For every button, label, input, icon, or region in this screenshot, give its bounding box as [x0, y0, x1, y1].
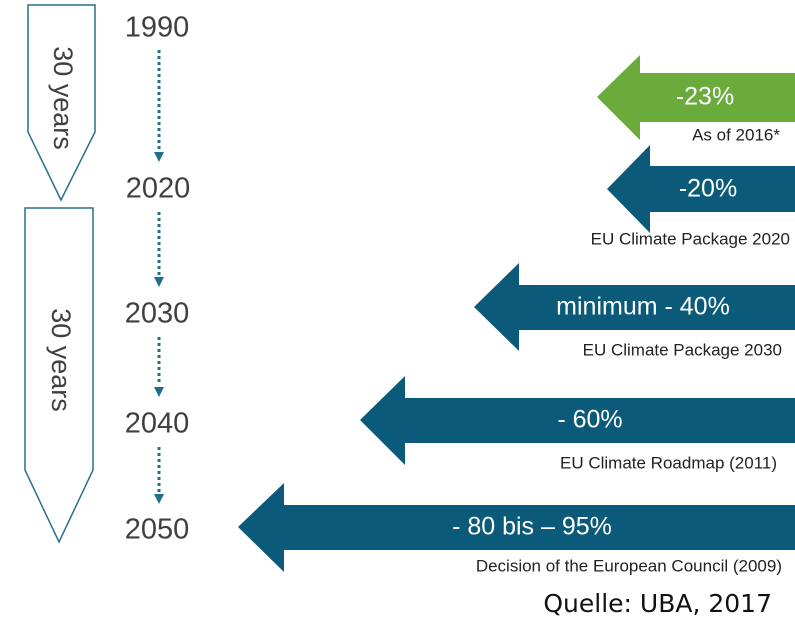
span-shape [27, 4, 96, 202]
target-value: minimum - 40% [556, 293, 730, 321]
year: 2040 [125, 408, 190, 440]
target-value: -23% [676, 83, 734, 111]
target-arrow [607, 145, 795, 233]
target-value: - 60% [557, 406, 622, 434]
target-label: EU Climate Roadmap (2011) [560, 453, 777, 472]
year: 2050 [125, 514, 190, 546]
target-label: EU Climate Package 2020 [591, 229, 790, 248]
target-arrow [360, 376, 795, 465]
target-label: As of 2016* [692, 125, 780, 144]
year: 2020 [126, 173, 191, 205]
year: 1990 [125, 12, 190, 44]
dotted-arrows [154, 50, 164, 504]
target-value: - 80 bis – 95% [452, 513, 612, 541]
span-label: 30 years [46, 308, 76, 412]
target-arrow [238, 483, 795, 572]
target-arrow [474, 263, 795, 351]
span-shape [24, 207, 94, 544]
span-label: 30 years [48, 46, 78, 150]
target-label: EU Climate Package 2030 [583, 340, 782, 359]
year: 2030 [125, 298, 190, 330]
target-arrow [597, 55, 795, 140]
target-value: -20% [679, 175, 737, 203]
target-label: Decision of the European Council (2009) [476, 556, 782, 575]
source: Quelle: UBA, 2017 [543, 589, 772, 618]
